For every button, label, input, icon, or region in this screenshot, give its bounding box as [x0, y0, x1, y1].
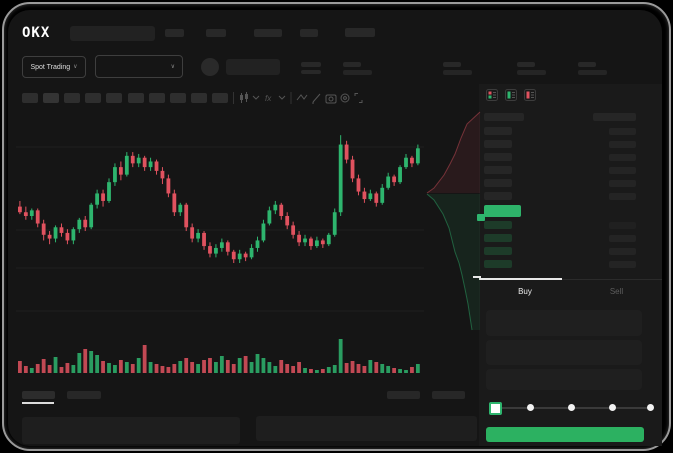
camera-icon[interactable]: [325, 94, 337, 104]
pencil-icon[interactable]: [312, 93, 321, 104]
timeframe-button-10[interactable]: [212, 93, 228, 103]
chevron-down-icon: ∨: [170, 63, 175, 70]
tabbar-divider: [479, 279, 662, 280]
nav-link-3[interactable]: [254, 29, 282, 37]
stat2-value: [443, 70, 472, 75]
bid-row-amount: [609, 248, 636, 255]
nav-link-2[interactable]: [206, 29, 226, 37]
ask-row-amount: [609, 180, 636, 187]
last-price-badge[interactable]: [484, 205, 521, 217]
ask-row-price[interactable]: [484, 179, 512, 187]
chevron-down-icon[interactable]: [252, 95, 260, 100]
stat3-value: [517, 70, 546, 75]
ask-row-amount: [609, 128, 636, 135]
change-label-placeholder: [301, 62, 321, 67]
bid-row-price[interactable]: [484, 247, 512, 255]
bid-row-price[interactable]: [484, 260, 512, 268]
bid-row-price[interactable]: [484, 234, 512, 242]
timeframe-button-8[interactable]: [170, 93, 186, 103]
orders-action-2[interactable]: [432, 391, 465, 399]
stat3-label: [517, 62, 535, 67]
toolbar-divider: [233, 92, 234, 104]
timeframe-button-7[interactable]: [149, 93, 165, 103]
ask-row-amount: [609, 193, 636, 200]
fx-indicator-icon[interactable]: fx: [265, 94, 272, 103]
tab-buy[interactable]: Buy: [518, 287, 532, 296]
last-price-placeholder: [226, 59, 280, 75]
candle-type-icon[interactable]: [240, 92, 248, 103]
orders-table-left: [22, 417, 240, 444]
stat2-label: [443, 62, 461, 67]
bottom-active-tab-indicator: [22, 402, 54, 404]
stat1-value: [343, 70, 372, 75]
slider-step-100[interactable]: [647, 404, 654, 411]
ob-header-price: [484, 113, 524, 121]
okx-logo: OKX: [22, 25, 51, 41]
timeframe-button-5[interactable]: [106, 93, 122, 103]
stat4-label: [578, 62, 596, 67]
market-type-label: Spot Trading: [30, 63, 71, 71]
bid-row-amount: [609, 222, 636, 229]
ask-row-price[interactable]: [484, 192, 512, 200]
chart-toolbar-icons: fx: [240, 92, 363, 104]
total-input[interactable]: [486, 369, 642, 390]
tab-order-history[interactable]: [67, 391, 101, 399]
price-input[interactable]: [486, 310, 642, 336]
timeframe-button-3[interactable]: [64, 93, 80, 103]
change-value-placeholder: [301, 70, 321, 74]
ask-row-amount: [609, 154, 636, 161]
amount-slider[interactable]: [489, 402, 654, 415]
bid-row-amount: [609, 261, 636, 268]
fullscreen-icon[interactable]: [354, 93, 363, 103]
slider-step-75[interactable]: [609, 404, 616, 411]
tab-sell[interactable]: Sell: [609, 287, 624, 296]
timeframe-button-2[interactable]: [43, 93, 59, 103]
depth-mark-tick: [473, 276, 481, 278]
bid-row-amount: [609, 235, 636, 242]
amount-input[interactable]: [486, 340, 642, 365]
timeframe-button-6[interactable]: [128, 93, 144, 103]
tab-open-orders[interactable]: [22, 391, 55, 399]
book-both-icon[interactable]: [486, 89, 498, 101]
ask-row-price[interactable]: [484, 166, 512, 174]
global-search-input[interactable]: [70, 26, 155, 41]
chevron-down-icon: ∨: [73, 64, 78, 70]
timeframe-button-4[interactable]: [85, 93, 101, 103]
stat4-value: [578, 70, 607, 75]
coin-avatar: [201, 58, 219, 76]
ask-row-price[interactable]: [484, 153, 512, 161]
market-type-selector[interactable]: Spot Trading ∨: [22, 56, 86, 78]
depth-last-price-tick: [477, 214, 485, 221]
slider-step-50[interactable]: [568, 404, 575, 411]
ob-header-amount: [593, 113, 636, 121]
ask-row-amount: [609, 167, 636, 174]
orders-action-1[interactable]: [387, 391, 420, 399]
ask-row-price[interactable]: [484, 140, 512, 148]
slider-handle[interactable]: [489, 402, 502, 415]
nav-link-1[interactable]: [165, 29, 184, 37]
book-asks-icon[interactable]: [524, 89, 536, 101]
slider-step-25[interactable]: [527, 404, 534, 411]
nav-link-5[interactable]: [345, 28, 375, 37]
orders-table-right: [256, 416, 477, 441]
book-bids-icon[interactable]: [505, 89, 517, 101]
timeframe-button-9[interactable]: [191, 93, 207, 103]
active-tab-indicator: [479, 278, 562, 280]
nav-link-4[interactable]: [300, 29, 318, 37]
buy-button[interactable]: [486, 427, 644, 442]
pair-selector[interactable]: ∨: [95, 55, 183, 78]
gear-icon[interactable]: [340, 93, 350, 103]
chevron-down-icon[interactable]: [278, 95, 286, 100]
ask-row-amount: [609, 141, 636, 148]
ask-row-price[interactable]: [484, 127, 512, 135]
stat1-label: [343, 62, 361, 67]
timeframe-button-1[interactable]: [22, 93, 38, 103]
bid-row-price[interactable]: [484, 221, 512, 229]
line-draw-icon[interactable]: [296, 94, 308, 101]
